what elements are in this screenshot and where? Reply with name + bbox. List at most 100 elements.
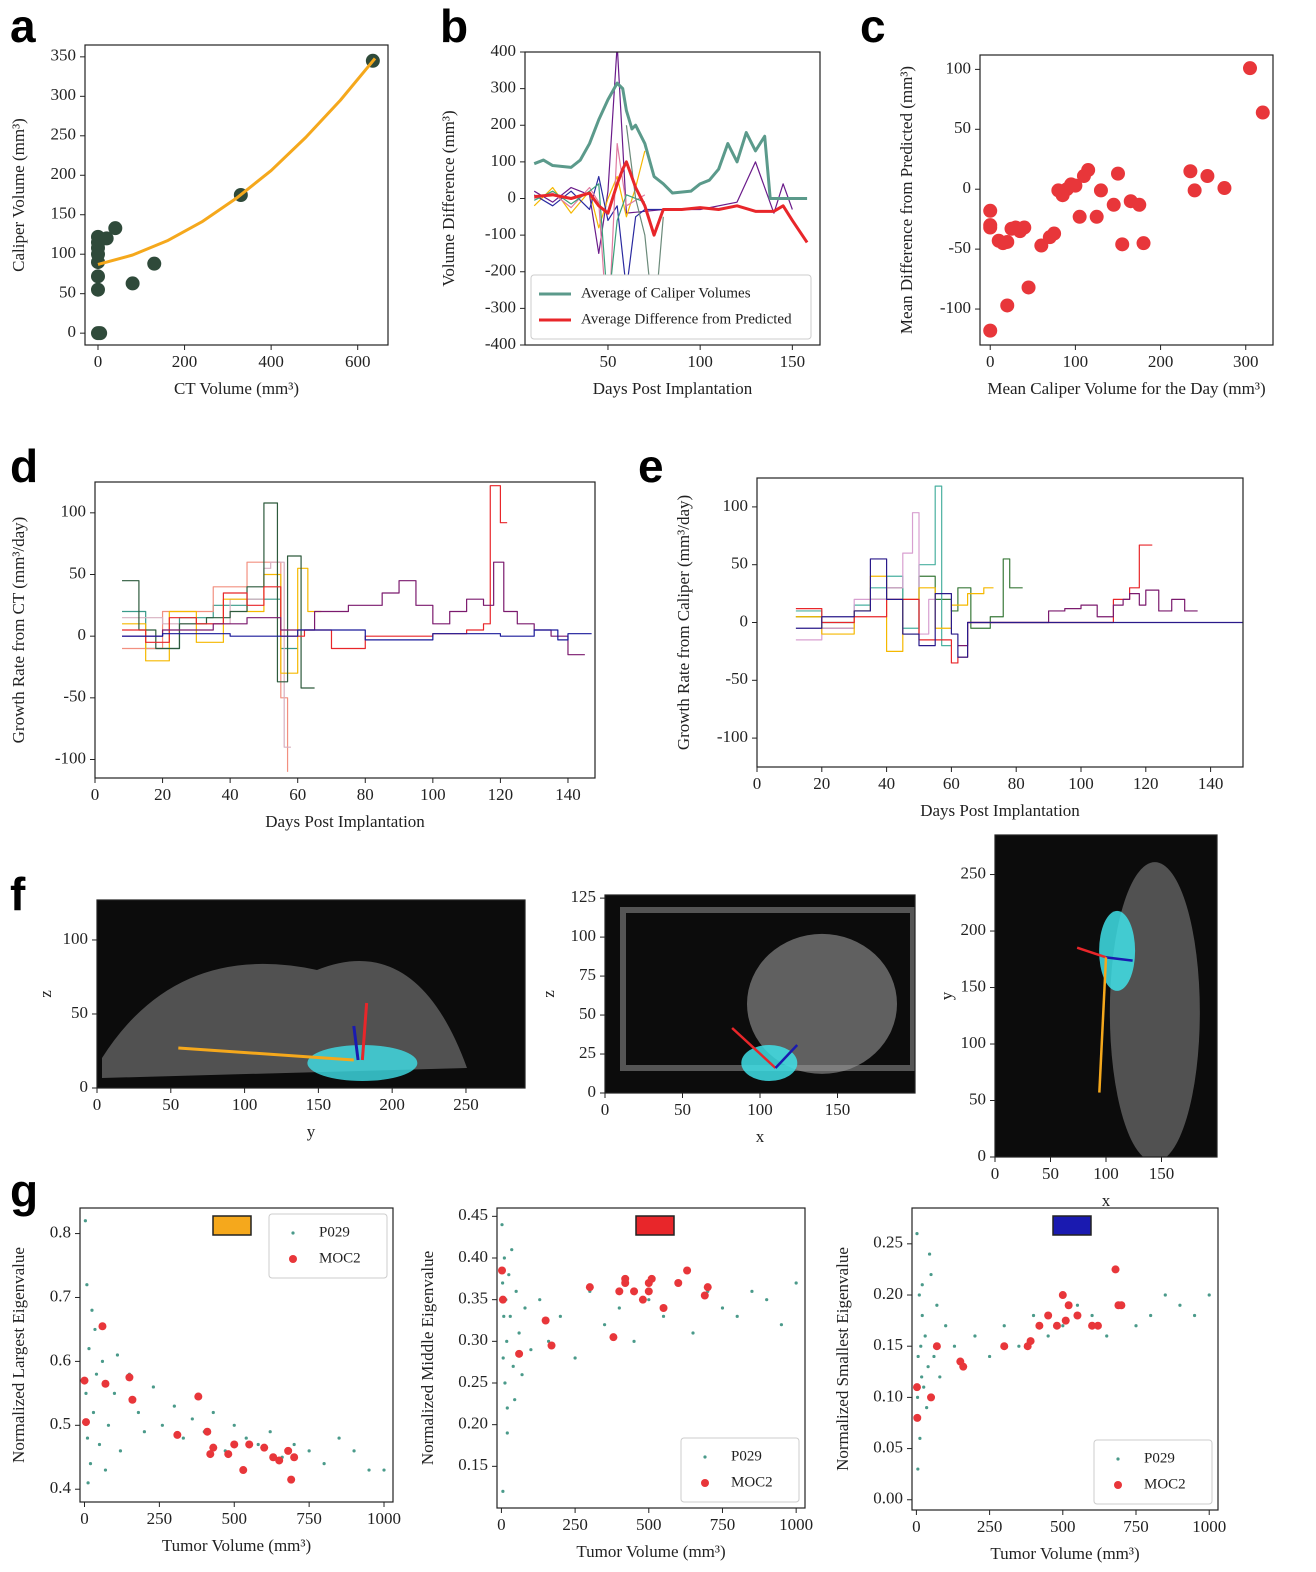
- data-point: [935, 1303, 939, 1307]
- data-point: [1217, 181, 1232, 196]
- legend-box: [530, 274, 812, 340]
- x-axis-label: x: [1102, 1191, 1111, 1210]
- data-point: [547, 1341, 556, 1350]
- plot-frame: [96, 899, 526, 1089]
- data-point: [922, 1385, 926, 1389]
- data-point: [88, 1462, 93, 1466]
- y-tick-label: 0.20: [458, 1414, 488, 1433]
- data-point: [1068, 178, 1083, 193]
- data-point: [142, 1430, 146, 1434]
- data-point: [502, 1314, 506, 1318]
- data-point: [115, 1353, 120, 1357]
- data-point: [91, 1410, 96, 1415]
- data-point: [498, 1295, 507, 1304]
- data-point: [1088, 1321, 1097, 1330]
- data-point: [1207, 1293, 1211, 1297]
- data-point: [245, 1440, 254, 1449]
- x-axis-label: x: [756, 1127, 765, 1146]
- data-point: [779, 1323, 784, 1327]
- data-point: [93, 1327, 97, 1332]
- data-point: [211, 1410, 215, 1415]
- skull: [747, 933, 897, 1074]
- data-point: [99, 231, 114, 246]
- data-point: [501, 1281, 505, 1285]
- legend-label: MOC2: [731, 1474, 773, 1490]
- data-point: [118, 1449, 123, 1453]
- data-point: [617, 1306, 621, 1310]
- x-tick-label: 40: [878, 774, 895, 793]
- y-tick-label: 100: [946, 58, 972, 77]
- legend-box: [1093, 1439, 1213, 1505]
- y-tick-label: 0.25: [458, 1372, 488, 1391]
- data-point: [209, 1443, 218, 1452]
- data-point: [505, 1431, 509, 1435]
- data-point: [322, 1462, 326, 1466]
- data-point: [94, 1372, 99, 1376]
- y-tick-label: 0: [68, 322, 77, 341]
- panel-letter: c: [860, 0, 886, 52]
- data-point: [1000, 298, 1015, 313]
- data-point: [93, 326, 108, 341]
- x-tick-label: 100: [747, 1100, 773, 1119]
- x-tick-label: 100: [420, 785, 446, 804]
- legend-box: [680, 1437, 800, 1503]
- data-point: [1081, 163, 1096, 178]
- data-point: [1110, 166, 1125, 181]
- y-tick-label: 300: [491, 78, 517, 97]
- y-tick-label: 200: [491, 114, 517, 133]
- data-line: [122, 561, 291, 748]
- x-tick-label: 80: [357, 785, 374, 804]
- panel-letter: g: [10, 1165, 38, 1217]
- y-tick-label: 400: [491, 41, 517, 60]
- x-tick-label: 600: [345, 352, 371, 371]
- data-point: [1149, 1313, 1153, 1318]
- y-tick-label: 0.15: [873, 1335, 903, 1354]
- data-point: [927, 1252, 932, 1256]
- data-line: [957, 589, 1198, 647]
- plot-area: [80, 1219, 386, 1485]
- x-tick-label: 500: [222, 1509, 248, 1528]
- tumor: [307, 1045, 418, 1081]
- data-point: [503, 1381, 507, 1385]
- data-point: [194, 1392, 203, 1401]
- data-point: [661, 1314, 666, 1318]
- data-point: [735, 1314, 739, 1318]
- data-point: [136, 1410, 141, 1415]
- data-point: [268, 1430, 272, 1434]
- y-tick-label: 25: [579, 1043, 596, 1062]
- x-tick-label: 200: [379, 1095, 405, 1114]
- y-tick-label: 50: [69, 563, 86, 582]
- legend-swatch: [703, 1455, 707, 1459]
- y-axis-label: Normalized Largest Eigenvalue: [9, 1247, 28, 1463]
- y-tick-label: 0.40: [458, 1247, 488, 1266]
- x-tick-label: 750: [296, 1509, 322, 1528]
- x-axis-label: CT Volume (mm³): [174, 379, 299, 398]
- y-axis-label: z: [539, 990, 558, 998]
- x-axis-label: Tumor Volume (mm³): [162, 1536, 311, 1555]
- y-tick-label: 100: [961, 1033, 987, 1052]
- data-point: [916, 1354, 920, 1359]
- data-point: [632, 1339, 636, 1343]
- x-tick-label: 0: [93, 1095, 102, 1114]
- data-line: [122, 561, 289, 772]
- x-tick-label: 40: [222, 785, 239, 804]
- plot-area: [983, 61, 1270, 338]
- y-tick-label: -100: [485, 224, 516, 243]
- data-point: [573, 1356, 577, 1360]
- axis-arrow: [1098, 957, 1108, 1093]
- x-tick-label: 150: [1149, 1164, 1175, 1183]
- color-key: [212, 1215, 252, 1236]
- data-point: [630, 1287, 639, 1296]
- data-point: [500, 1223, 504, 1227]
- data-point: [505, 1406, 509, 1410]
- y-tick-label: 75: [579, 965, 596, 984]
- x-tick-label: 100: [1093, 1164, 1119, 1183]
- legend-label: Average Difference from Predicted: [581, 311, 792, 327]
- data-point: [224, 1450, 233, 1459]
- axis-arrow: [1076, 946, 1107, 959]
- data-line: [97, 57, 377, 266]
- data-point: [923, 1334, 927, 1338]
- y-tick-label: -100: [940, 298, 971, 317]
- x-tick-label: 100: [1063, 352, 1089, 371]
- legend-label: P029: [731, 1448, 762, 1464]
